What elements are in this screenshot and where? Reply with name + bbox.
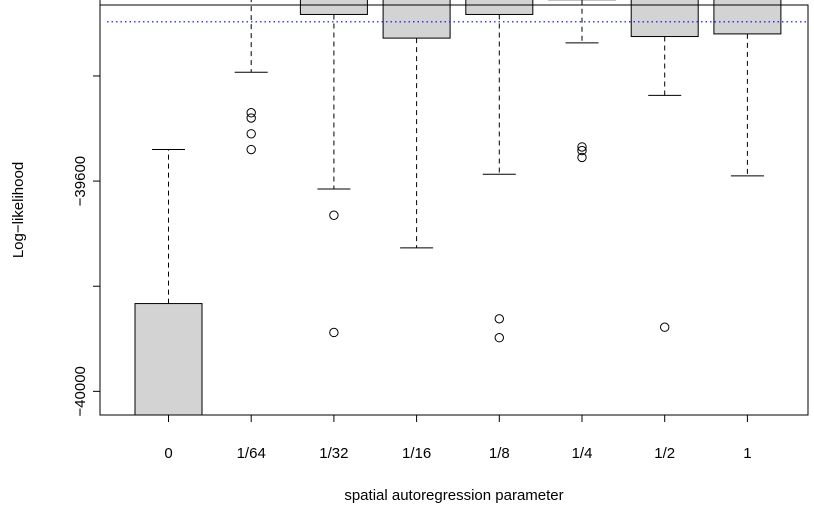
y-tick-label: −39600 [72, 156, 89, 206]
outlier-point [577, 152, 587, 163]
x-tick-label: 1/2 [654, 445, 675, 462]
box-iqr [465, 0, 534, 15]
box-0 [134, 149, 203, 416]
x-tick-label: 1/32 [319, 445, 348, 462]
y-tick-label: −40000 [72, 366, 89, 416]
x-axis: 0 1/64 1/32 1/16 1/8 1/4 1/2 1 [164, 414, 752, 462]
x-axis-label: spatial autoregression parameter [344, 487, 563, 504]
x-tick-label: 1/16 [402, 445, 431, 462]
outlier-point [246, 144, 256, 155]
box-3 [382, 0, 451, 249]
outlier-point [577, 145, 587, 156]
outlier-point [494, 314, 504, 324]
outlier-point [494, 333, 504, 343]
box-iqr [630, 0, 699, 38]
x-tick-label: 1/8 [489, 445, 510, 462]
outlier-point [577, 142, 587, 152]
box-4 [465, 0, 534, 343]
box-iqr [299, 0, 368, 15]
outlier-point [246, 108, 256, 118]
x-tick-label: 1/4 [572, 445, 593, 462]
box-2 [299, 0, 368, 338]
x-tick-label: 0 [164, 445, 172, 462]
box-iqr [713, 0, 782, 35]
plot-frame [99, 4, 809, 416]
box-7 [713, 0, 782, 177]
boxes-layer [134, 0, 782, 416]
outlier-point [246, 129, 256, 139]
box-5 [548, 0, 616, 163]
outlier-point [246, 113, 256, 123]
y-axis: −40000−39600−39200 [72, 0, 101, 417]
x-tick-label: 1 [743, 445, 751, 462]
outlier-point [329, 210, 339, 220]
x-tick-label: 1/64 [237, 445, 266, 462]
box-iqr [382, 0, 451, 39]
y-axis-label: Log−likelihood [10, 162, 27, 258]
box-iqr [134, 303, 203, 416]
outlier-point [660, 322, 670, 332]
outlier-point [329, 327, 339, 338]
box-6 [630, 0, 699, 332]
box-1 [234, 0, 268, 155]
